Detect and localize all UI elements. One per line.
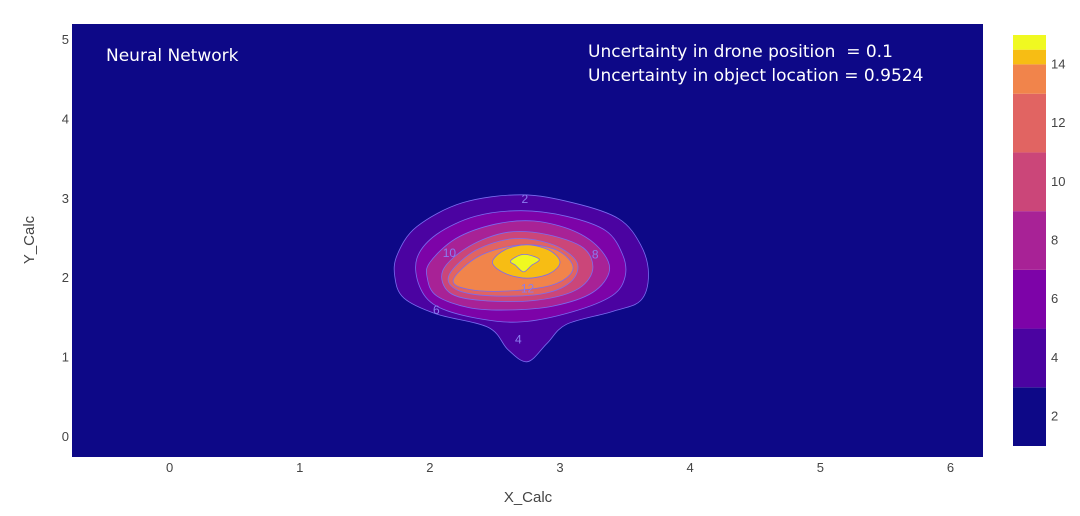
y-axis-title: Y_Calc: [21, 215, 38, 264]
x-tick-label: 5: [817, 460, 824, 475]
contour-label-4: 4: [515, 332, 522, 346]
colorbar-tick-label: 2: [1051, 409, 1058, 424]
contour-label-10: 10: [443, 246, 457, 260]
contour-level-14: [509, 253, 540, 273]
contour-label-6: 6: [433, 303, 440, 317]
colorbar: [1013, 35, 1046, 446]
contour-layer: [393, 194, 649, 363]
y-tick-label: 3: [62, 191, 69, 206]
annotation-model: Neural Network: [106, 46, 239, 66]
y-tick-label: 2: [62, 270, 69, 285]
colorbar-tick-label: 8: [1051, 233, 1058, 248]
x-tick-label: 1: [296, 460, 303, 475]
colorbar-band: [1013, 387, 1046, 446]
y-tick-label: 5: [62, 32, 69, 47]
x-tick-label: 2: [426, 460, 433, 475]
x-tick-label: 4: [687, 460, 694, 475]
contour-labels: 2 10 8 12 6 4: [433, 192, 599, 347]
x-axis-ticks: 0 1 2 3 4 5 6: [166, 460, 954, 475]
colorbar-band: [1013, 49, 1046, 65]
colorbar-band: [1013, 35, 1046, 50]
colorbar-tick-label: 14: [1051, 56, 1065, 71]
contour-label-2: 2: [522, 192, 529, 206]
colorbar-band: [1013, 152, 1046, 212]
y-tick-label: 0: [62, 429, 69, 444]
annotation-drone-uncertainty: Uncertainty in drone position = 0.1: [588, 42, 893, 62]
x-axis-title: X_Calc: [504, 489, 553, 506]
y-tick-label: 1: [62, 350, 69, 365]
x-tick-label: 6: [947, 460, 954, 475]
colorbar-tick-label: 10: [1051, 174, 1065, 189]
colorbar-band: [1013, 93, 1046, 153]
colorbar-tick-label: 4: [1051, 350, 1058, 365]
colorbar-tick-label: 6: [1051, 291, 1058, 306]
colorbar-band: [1013, 64, 1046, 94]
x-tick-label: 0: [166, 460, 173, 475]
y-axis-ticks: 0 1 2 3 4 5: [62, 32, 69, 444]
colorbar-band: [1013, 328, 1046, 388]
colorbar-band: [1013, 211, 1046, 270]
colorbar-ticks: 2 4 6 8 10 12 14: [1051, 56, 1065, 423]
annotation-object-uncertainty: Uncertainty in object location = 0.9524: [588, 66, 923, 86]
contour-label-12: 12: [521, 282, 535, 296]
colorbar-band: [1013, 269, 1046, 329]
x-tick-label: 3: [556, 460, 563, 475]
y-tick-label: 4: [62, 111, 69, 126]
colorbar-tick-label: 12: [1051, 115, 1065, 130]
contour-label-8: 8: [592, 247, 599, 261]
